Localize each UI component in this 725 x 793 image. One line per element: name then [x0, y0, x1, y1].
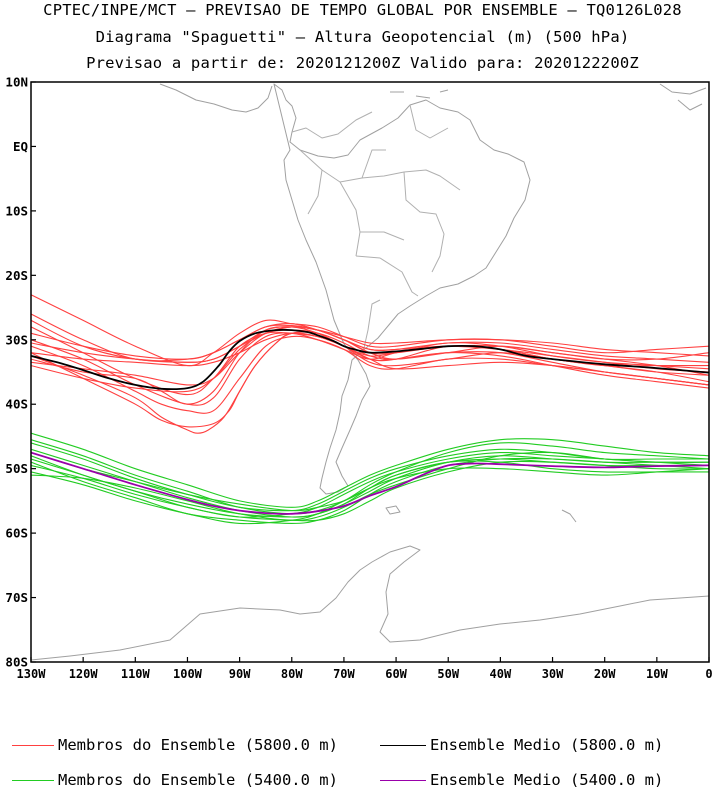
- x-tick-label-110w: 110W: [121, 667, 151, 681]
- series-members-5400-2: [31, 439, 709, 515]
- series-members-5800-11: [31, 329, 709, 393]
- series-members-5800-7: [31, 332, 709, 428]
- falkland-islands: [385, 505, 401, 515]
- y-tick-label-20s: 20S: [5, 268, 28, 283]
- x-tick-label-20w: 20W: [594, 667, 616, 681]
- y-tick-label-10s: 10S: [5, 203, 28, 218]
- y-tick-label-60s: 60S: [5, 526, 28, 541]
- legend-mean-5800: Ensemble Medio (5800.0 m): [380, 736, 720, 758]
- caribbean-islands: [390, 83, 707, 111]
- series-members-5800-2: [31, 313, 709, 362]
- series-layer: [31, 294, 709, 525]
- x-tick-label-90w: 90W: [229, 667, 251, 681]
- country-borders: [291, 104, 461, 361]
- x-tick-label-120w: 120W: [69, 667, 99, 681]
- series-members-5400-10: [31, 458, 709, 518]
- chart-title-line-1: CPTEC/INPE/MCT – PREVISAO DE TEMPO GLOBA…: [43, 1, 682, 19]
- x-tick-label-0: 0: [705, 667, 712, 681]
- south-georgia: [561, 509, 577, 523]
- legend-label-mean-5400: Ensemble Medio (5400.0 m): [430, 771, 664, 789]
- series-members-5400-8: [31, 442, 709, 512]
- x-tick-label-70w: 70W: [333, 667, 355, 681]
- series-members-5800-13: [31, 326, 709, 363]
- coastline-map: [31, 83, 709, 661]
- series-mean-5800: [31, 328, 709, 391]
- y-axis: 10N EQ 10S 20S 30S 40S 50S 60S 70S 80S: [5, 75, 36, 670]
- legend-swatch-members-5800: [12, 745, 54, 746]
- x-tick-label-60w: 60W: [385, 667, 407, 681]
- legend-swatch-mean-5800: [380, 745, 426, 746]
- legend-members-5800: Membros do Ensemble (5800.0 m): [12, 736, 372, 758]
- x-tick-label-30w: 30W: [542, 667, 564, 681]
- x-tick-label-80w: 80W: [281, 667, 303, 681]
- legend-members-5400: Membros do Ensemble (5400.0 m): [12, 771, 372, 793]
- series-members-5800-14: [31, 324, 709, 373]
- series-mean-5400: [31, 451, 709, 515]
- x-tick-label-10w: 10W: [646, 667, 668, 681]
- legend-mean-5400: Ensemble Medio (5400.0 m): [380, 771, 720, 793]
- x-tick-label-50w: 50W: [437, 667, 459, 681]
- x-tick-label-100w: 100W: [173, 667, 203, 681]
- chart-title-line-3: Previsao a partir de: 2020121200Z Valido…: [86, 54, 639, 72]
- series-members-5800-8: [31, 331, 709, 434]
- series-members-5400-1: [31, 432, 709, 508]
- y-tick-label-eq: EQ: [13, 139, 28, 154]
- antarctica-coast: [31, 545, 709, 661]
- series-members-5400-9: [31, 452, 709, 512]
- chart-title-line-2: Diagrama "Spaguetti" – Altura Geopotenci…: [95, 28, 630, 46]
- y-tick-label-80s: 80S: [5, 655, 28, 670]
- legend-swatch-members-5400: [12, 780, 54, 781]
- x-axis: 130W 120W 110W 100W 90W 80W 70W 60W 50W 40W 30W 20W…: [17, 657, 713, 681]
- plot-frame: [30, 81, 710, 663]
- legend-label-mean-5800: Ensemble Medio (5800.0 m): [430, 736, 664, 754]
- series-members-5400-5: [31, 457, 709, 524]
- x-tick-label-40w: 40W: [490, 667, 512, 681]
- y-tick-label-50s: 50S: [5, 461, 28, 476]
- y-tick-label-40s: 40S: [5, 397, 28, 412]
- y-tick-label-10n: 10N: [5, 75, 28, 90]
- central-america-coast: [159, 83, 273, 113]
- legend-swatch-mean-5400: [380, 780, 426, 781]
- y-tick-label-70s: 70S: [5, 590, 28, 605]
- x-tick-label-130w: 130W: [17, 667, 47, 681]
- legend-label-members-5400: Membros do Ensemble (5400.0 m): [58, 771, 338, 789]
- series-members-5400-11: [31, 451, 709, 518]
- series-members-5800-5: [31, 332, 709, 406]
- y-tick-label-30s: 30S: [5, 332, 28, 347]
- south-america-coast: [273, 83, 531, 495]
- legend-label-members-5800: Membros do Ensemble (5800.0 m): [58, 736, 338, 754]
